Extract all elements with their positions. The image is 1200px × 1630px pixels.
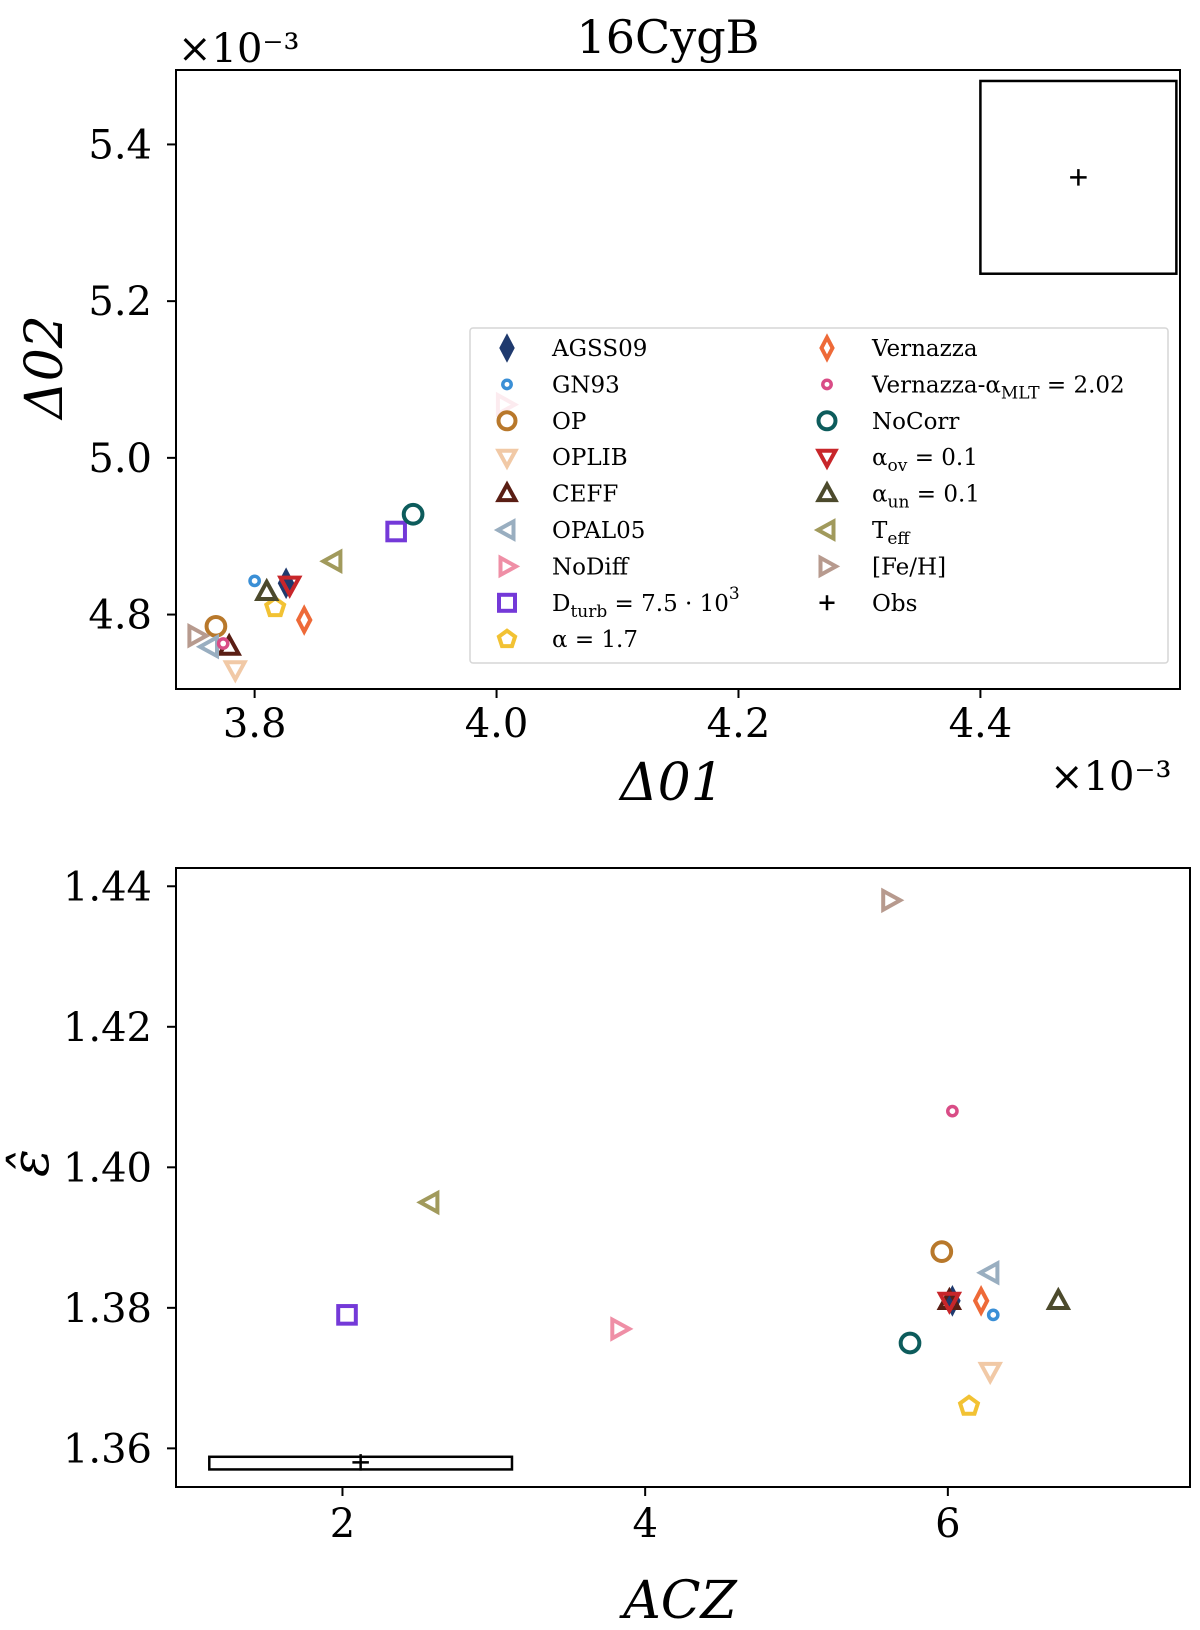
y-tick-label: 1.42 bbox=[63, 1005, 152, 1051]
y-tick-label: 1.40 bbox=[63, 1145, 152, 1191]
point-gn93 bbox=[986, 1308, 1000, 1322]
legend-label-vernazza: Vernazza bbox=[871, 336, 978, 362]
legend-label-nocorr: NoCorr bbox=[872, 409, 959, 435]
top-panel: 16CygB ×10⁻³ ×10⁻³ Δ01 Δ02 3.8 4.0 4.2 4.4 4… bbox=[15, 10, 1181, 813]
point-aov bbox=[936, 1291, 963, 1315]
legend-label-alpha: α = 1.7 bbox=[552, 627, 638, 653]
legend-marker-dturb bbox=[497, 592, 517, 613]
legend-marker-alpha bbox=[496, 628, 518, 649]
point-obs bbox=[1070, 169, 1087, 186]
y-tick-label: 5.2 bbox=[88, 279, 152, 325]
x-tick-label: 3.8 bbox=[223, 701, 287, 747]
point-teff bbox=[319, 548, 343, 574]
legend-marker-nocorr bbox=[816, 410, 838, 432]
legend-marker-ceff bbox=[495, 480, 519, 503]
legend-marker-teff bbox=[813, 518, 836, 542]
plot-frame-top bbox=[175, 69, 1181, 690]
x-tick-label: 4 bbox=[632, 1501, 657, 1547]
point-oplib bbox=[977, 1361, 1003, 1386]
legend-label-opal05: OPAL05 bbox=[552, 518, 645, 544]
point-feh bbox=[187, 623, 211, 649]
legend-label-aov: αov = 0.1 bbox=[872, 445, 978, 476]
legend-marker-aov bbox=[815, 448, 839, 471]
point-nocorr bbox=[898, 1331, 922, 1355]
x-tick-label: 4.2 bbox=[707, 701, 771, 747]
point-aun bbox=[254, 577, 280, 601]
legend-label-ceff: CEFF bbox=[552, 482, 618, 508]
chart-title: 16CygB bbox=[577, 10, 760, 64]
point-alpha bbox=[263, 595, 287, 618]
x-axis-label-bottom: ACZ bbox=[619, 1571, 737, 1630]
legend-marker-vernazza bbox=[819, 333, 835, 363]
legend-marker-opal05 bbox=[493, 518, 516, 542]
legend-marker-feh bbox=[818, 554, 841, 579]
x-tick-label: 4.0 bbox=[465, 701, 529, 747]
point-teff bbox=[416, 1189, 440, 1216]
point-opal05 bbox=[976, 1260, 1000, 1286]
legend-label-vernazzamlt: Vernazza-αMLT = 2.02 bbox=[871, 372, 1125, 403]
x-tick-label: 2 bbox=[330, 1501, 355, 1547]
y-tick-label: 5.4 bbox=[88, 122, 152, 168]
point-gn93 bbox=[248, 574, 261, 588]
point-op bbox=[204, 614, 228, 638]
point-vernazza bbox=[295, 604, 313, 636]
legend-marker-oplib bbox=[495, 448, 519, 471]
legend-label-aun: αun = 0.1 bbox=[872, 482, 980, 513]
legend-marker-op bbox=[496, 410, 518, 432]
legend-label-op: OP bbox=[552, 409, 586, 435]
point-vernazzamlt bbox=[946, 1104, 959, 1118]
point-dturb bbox=[336, 1304, 358, 1326]
x-tick-label: 6 bbox=[935, 1501, 960, 1547]
legend-marker-aun bbox=[815, 480, 839, 503]
x-axis-label-top: Δ01 bbox=[618, 753, 724, 813]
y-axis-label-bottom: ε̂ bbox=[1, 1149, 61, 1177]
legend-label-oplib: OPLIB bbox=[552, 445, 628, 471]
y-axis-label-top: Δ02 bbox=[15, 315, 75, 421]
y-tick-label: 1.36 bbox=[63, 1426, 152, 1472]
legend: AGSS09 GN93 OP OPLIB CEFF OPAL05 NoDiff Dturb =… bbox=[469, 327, 1169, 664]
x-multiplier-top: ×10⁻³ bbox=[1050, 754, 1172, 800]
point-op bbox=[930, 1240, 954, 1263]
legend-marker-gn93 bbox=[501, 378, 513, 391]
legend-label-gn93: GN93 bbox=[552, 372, 620, 398]
point-nodiff bbox=[610, 1316, 634, 1342]
legend-marker-obs bbox=[819, 595, 835, 611]
point-aov bbox=[277, 575, 303, 599]
point-vernazzamlt bbox=[216, 637, 230, 650]
legend-label-feh: [Fe/H] bbox=[872, 554, 946, 580]
legend-marker-agss09 bbox=[499, 333, 515, 363]
legend-marker-vernazzamlt bbox=[821, 378, 833, 391]
legend-label-dturb: Dturb = 7.5 · 103 bbox=[552, 584, 740, 622]
point-oplib bbox=[222, 660, 248, 684]
point-nocorr bbox=[401, 502, 425, 526]
point-opal05 bbox=[195, 633, 219, 660]
y-tick-label: 1.44 bbox=[63, 864, 152, 910]
legend-label-obs: Obs bbox=[872, 591, 917, 617]
y-multiplier-top: ×10⁻³ bbox=[178, 26, 300, 72]
legend-label-agss09: AGSS09 bbox=[551, 336, 647, 362]
point-dturb bbox=[385, 520, 407, 543]
legend-marker-nodiff bbox=[498, 554, 521, 579]
point-feh bbox=[881, 887, 905, 914]
y-tick-label: 1.38 bbox=[63, 1286, 152, 1332]
plot-frame-bottom bbox=[175, 867, 1191, 1488]
point-vernazza bbox=[972, 1285, 990, 1317]
point-aun bbox=[1045, 1286, 1072, 1310]
point-alpha bbox=[957, 1394, 981, 1416]
bottom-panel: ACZ ε̂ 2 4 6 1.36 1.38 1.40 1.42 1.44 bbox=[1, 864, 1191, 1630]
y-tick-label: 5.0 bbox=[88, 436, 152, 482]
point-obs bbox=[352, 1454, 369, 1471]
legend-label-teff: Teff bbox=[872, 518, 911, 549]
obs-error-box bbox=[979, 79, 1178, 275]
x-tick-label: 4.4 bbox=[949, 701, 1013, 747]
y-tick-label: 4.8 bbox=[88, 593, 152, 639]
legend-label-nodiff: NoDiff bbox=[552, 554, 630, 580]
